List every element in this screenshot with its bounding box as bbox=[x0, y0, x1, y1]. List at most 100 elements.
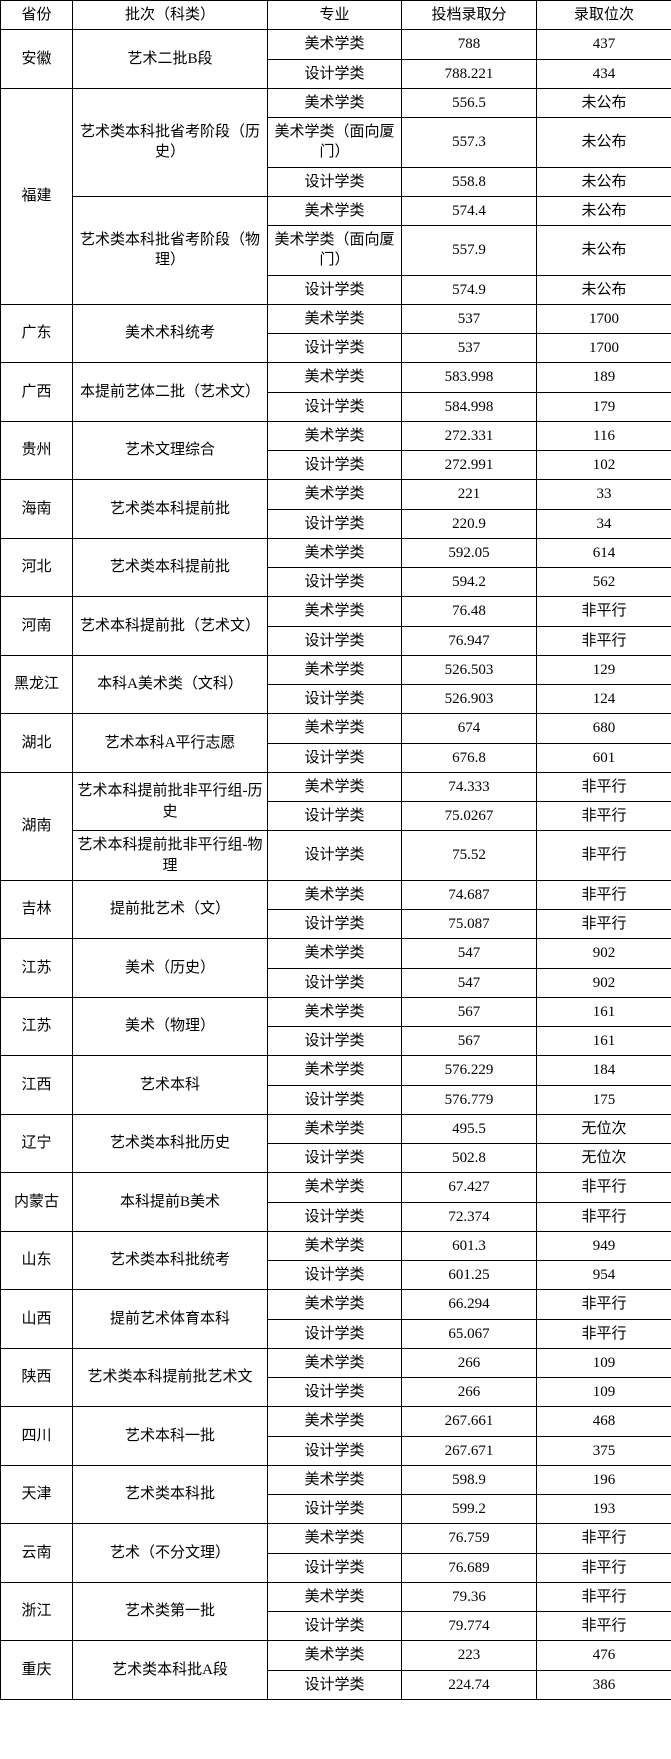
province-cell: 河南 bbox=[1, 597, 73, 656]
province-cell: 湖北 bbox=[1, 714, 73, 773]
score-cell: 788.221 bbox=[402, 59, 537, 88]
rank-cell: 184 bbox=[537, 1056, 671, 1085]
rank-cell: 161 bbox=[537, 1027, 671, 1056]
score-cell: 599.2 bbox=[402, 1495, 537, 1524]
batch-cell: 艺术类本科批省考阶段（物理） bbox=[73, 196, 268, 304]
table-row: 湖南艺术本科提前批非平行组-历史美术学类74.333非平行 bbox=[1, 772, 671, 801]
score-cell: 601.25 bbox=[402, 1261, 537, 1290]
province-cell: 福建 bbox=[1, 88, 73, 304]
score-cell: 547 bbox=[402, 968, 537, 997]
rank-cell: 非平行 bbox=[537, 831, 671, 881]
rank-cell: 非平行 bbox=[537, 1524, 671, 1553]
rank-cell: 非平行 bbox=[537, 772, 671, 801]
score-cell: 272.331 bbox=[402, 421, 537, 450]
score-cell: 76.759 bbox=[402, 1524, 537, 1553]
major-cell: 设计学类 bbox=[268, 334, 402, 363]
score-cell: 674 bbox=[402, 714, 537, 743]
score-cell: 526.503 bbox=[402, 655, 537, 684]
table-row: 江苏美术（物理）美术学类567161 bbox=[1, 997, 671, 1026]
score-cell: 72.374 bbox=[402, 1202, 537, 1231]
batch-cell: 艺术本科A平行志愿 bbox=[73, 714, 268, 773]
rank-cell: 193 bbox=[537, 1495, 671, 1524]
rank-cell: 601 bbox=[537, 743, 671, 772]
rank-cell: 109 bbox=[537, 1378, 671, 1407]
rank-cell: 未公布 bbox=[537, 88, 671, 117]
major-cell: 设计学类 bbox=[268, 626, 402, 655]
batch-cell: 艺术二批B段 bbox=[73, 30, 268, 89]
rank-cell: 189 bbox=[537, 363, 671, 392]
major-cell: 美术学类 bbox=[268, 480, 402, 509]
major-cell: 美术学类 bbox=[268, 196, 402, 225]
major-cell: 美术学类 bbox=[268, 30, 402, 59]
province-cell: 吉林 bbox=[1, 880, 73, 939]
major-cell: 设计学类 bbox=[268, 910, 402, 939]
province-cell: 海南 bbox=[1, 480, 73, 539]
rank-cell: 129 bbox=[537, 655, 671, 684]
major-cell: 美术学类 bbox=[268, 1114, 402, 1143]
province-cell: 湖南 bbox=[1, 772, 73, 880]
score-cell: 537 bbox=[402, 304, 537, 333]
table-row: 贵州艺术文理综合美术学类272.331116 bbox=[1, 421, 671, 450]
rank-cell: 34 bbox=[537, 509, 671, 538]
major-cell: 美术学类 bbox=[268, 363, 402, 392]
province-cell: 内蒙古 bbox=[1, 1173, 73, 1232]
table-row: 广西本提前艺体二批（艺术文）美术学类583.998189 bbox=[1, 363, 671, 392]
score-cell: 567 bbox=[402, 1027, 537, 1056]
rank-cell: 468 bbox=[537, 1407, 671, 1436]
major-cell: 美术学类 bbox=[268, 1524, 402, 1553]
major-cell: 设计学类 bbox=[268, 1670, 402, 1699]
rank-cell: 102 bbox=[537, 451, 671, 480]
score-cell: 788 bbox=[402, 30, 537, 59]
score-cell: 526.903 bbox=[402, 685, 537, 714]
table-row: 天津艺术类本科批美术学类598.9196 bbox=[1, 1465, 671, 1494]
rank-cell: 476 bbox=[537, 1641, 671, 1670]
score-cell: 79.36 bbox=[402, 1582, 537, 1611]
batch-cell: 艺术（不分文理） bbox=[73, 1524, 268, 1583]
header-province: 省份 bbox=[1, 1, 73, 30]
header-major: 专业 bbox=[268, 1, 402, 30]
major-cell: 美术学类 bbox=[268, 1231, 402, 1260]
batch-cell: 本科提前B美术 bbox=[73, 1173, 268, 1232]
table-row: 山西提前艺术体育本科美术学类66.294非平行 bbox=[1, 1290, 671, 1319]
batch-cell: 本科A美术类（文科） bbox=[73, 655, 268, 714]
batch-cell: 艺术类本科提前批 bbox=[73, 538, 268, 597]
rank-cell: 1700 bbox=[537, 304, 671, 333]
rank-cell: 非平行 bbox=[537, 1553, 671, 1582]
major-cell: 美术学类（面向厦门） bbox=[268, 226, 402, 276]
major-cell: 设计学类 bbox=[268, 167, 402, 196]
province-cell: 四川 bbox=[1, 1407, 73, 1466]
table-row: 河南艺术本科提前批（艺术文）美术学类76.48非平行 bbox=[1, 597, 671, 626]
major-cell: 美术学类 bbox=[268, 772, 402, 801]
score-cell: 272.991 bbox=[402, 451, 537, 480]
major-cell: 设计学类 bbox=[268, 1027, 402, 1056]
score-cell: 584.998 bbox=[402, 392, 537, 421]
rank-cell: 902 bbox=[537, 939, 671, 968]
table-row: 云南艺术（不分文理）美术学类76.759非平行 bbox=[1, 1524, 671, 1553]
major-cell: 设计学类 bbox=[268, 275, 402, 304]
score-cell: 556.5 bbox=[402, 88, 537, 117]
score-cell: 221 bbox=[402, 480, 537, 509]
batch-cell: 美术（物理） bbox=[73, 997, 268, 1056]
rank-cell: 33 bbox=[537, 480, 671, 509]
major-cell: 设计学类 bbox=[268, 1378, 402, 1407]
score-cell: 75.0267 bbox=[402, 802, 537, 831]
major-cell: 美术学类 bbox=[268, 304, 402, 333]
batch-cell: 艺术类本科批统考 bbox=[73, 1231, 268, 1290]
score-cell: 65.067 bbox=[402, 1319, 537, 1348]
rank-cell: 非平行 bbox=[537, 1202, 671, 1231]
table-row: 艺术本科提前批非平行组-物理设计学类75.52非平行 bbox=[1, 831, 671, 881]
province-cell: 陕西 bbox=[1, 1348, 73, 1407]
rank-cell: 非平行 bbox=[537, 1612, 671, 1641]
major-cell: 美术学类 bbox=[268, 1407, 402, 1436]
province-cell: 云南 bbox=[1, 1524, 73, 1583]
major-cell: 设计学类 bbox=[268, 1436, 402, 1465]
province-cell: 河北 bbox=[1, 538, 73, 597]
province-cell: 重庆 bbox=[1, 1641, 73, 1700]
batch-cell: 美术术科统考 bbox=[73, 304, 268, 363]
score-cell: 558.8 bbox=[402, 167, 537, 196]
rank-cell: 非平行 bbox=[537, 880, 671, 909]
table-row: 重庆艺术类本科批A段美术学类223476 bbox=[1, 1641, 671, 1670]
rank-cell: 无位次 bbox=[537, 1114, 671, 1143]
major-cell: 设计学类 bbox=[268, 392, 402, 421]
province-cell: 山东 bbox=[1, 1231, 73, 1290]
